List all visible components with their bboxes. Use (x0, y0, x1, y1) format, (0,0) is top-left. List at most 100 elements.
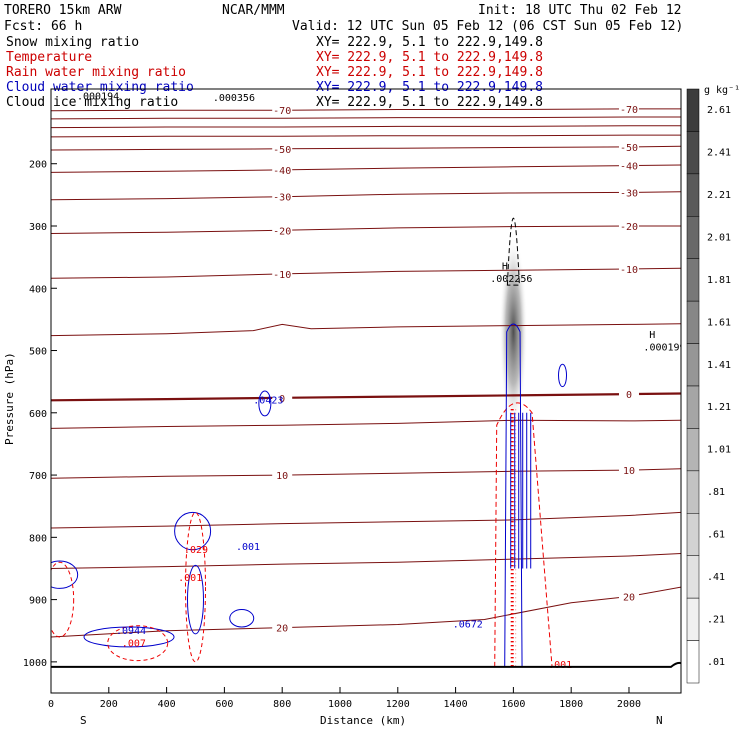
colorbar-tick-label: 1.41 (707, 360, 731, 371)
colorbar-tick-label: 2.21 (707, 190, 731, 201)
isotherm-label-bg (618, 140, 639, 152)
cloud-water-contour (229, 609, 255, 628)
x-tick-label: 1800 (559, 699, 583, 710)
isotherm-label-bg (618, 464, 639, 476)
y-tick-label: 600 (29, 409, 47, 420)
legend-entry-xy: XY= 222.9, 5.1 to 222.9,149.8 (316, 80, 543, 95)
isotherm-line (51, 116, 681, 120)
rain-water-value: .001 (548, 660, 572, 671)
isotherm-line (51, 267, 681, 279)
y-tick-label: 500 (29, 347, 47, 358)
isotherm-label: -20 (273, 226, 291, 237)
isotherm-label: -70 (620, 105, 638, 116)
hydrometeor-contours: H.002256H.000199.000194.000356.0423.001.… (51, 92, 685, 671)
colorbar-units: g kg⁻¹ (704, 85, 740, 96)
colorbar-tick-label: 2.01 (707, 233, 731, 244)
colorbar-swatch (686, 258, 700, 302)
isotherm-line (51, 164, 681, 173)
isotherm-label: -30 (273, 193, 291, 204)
isotherm-label-bg (618, 388, 639, 400)
x-tick-label: 400 (158, 699, 176, 710)
rain-water-contour (51, 561, 75, 638)
legend-entry-name: Temperature (6, 50, 92, 65)
isotherm-label-bg (272, 104, 293, 116)
plot-frame (50, 88, 682, 694)
legend-entry-name: Cloud water mixing ratio (6, 80, 194, 95)
colorbar-swatch (686, 343, 700, 387)
isotherm-line (51, 392, 681, 402)
top-value-label: .000356 (213, 93, 255, 104)
cloud-water-contour (51, 560, 79, 589)
legend-entry-xy: XY= 222.9, 5.1 to 222.9,149.8 (316, 65, 543, 80)
isotherm-label-bg (272, 391, 293, 403)
colorbar-tick-label: .81 (707, 487, 725, 498)
cloud-water-envelope (504, 323, 523, 667)
cloud-water-contour (83, 626, 175, 648)
legend-entry-xy: XY= 222.9, 5.1 to 222.9,149.8 (316, 35, 543, 50)
colorbar-swatch (686, 428, 700, 472)
isotherm-line (51, 125, 681, 129)
legend-entry-name: Snow mixing ratio (6, 35, 139, 50)
y-tick-label: 400 (29, 284, 47, 295)
cloud-ice-max-marker: H (502, 262, 508, 273)
colorbar-swatch (686, 88, 700, 132)
isotherm-label: 20 (276, 624, 288, 635)
colorbar-tick-label: 2.41 (707, 148, 731, 159)
isotherm-line (51, 225, 681, 234)
rain-water-value: .001 (178, 573, 202, 584)
top-value-label: .000194 (77, 92, 119, 103)
isotherm-label-bg (618, 219, 639, 231)
y-axis-label: Pressure (hPa) (3, 352, 16, 445)
x-end-left-label: S (80, 714, 87, 727)
isotherm-label-bg (618, 159, 639, 171)
isotherm-label-bg (618, 102, 639, 114)
legend-entry-name: Cloud ice mixing ratio (6, 95, 178, 110)
isotherm-line (51, 511, 681, 529)
x-tick-label: 1400 (444, 699, 468, 710)
cloud-water-value: .0423 (253, 395, 283, 406)
legend: Snow mixing ratio XY= 222.9, 5.1 to 222.9… (6, 35, 543, 110)
isotherm-label: 20 (623, 592, 635, 603)
isotherm-label: 10 (276, 471, 288, 482)
isotherm-label-bg (618, 186, 639, 198)
colorbar-tick-label: .21 (707, 614, 725, 625)
rain-water-value: .007 (122, 638, 146, 649)
isotherm-line (51, 553, 681, 569)
isotherm-label-bg (272, 469, 293, 481)
colorbar-swatch (686, 216, 700, 259)
rain-water-contour (184, 511, 206, 663)
cloud-water-contour (558, 363, 568, 388)
x-tick-label: 2000 (617, 699, 641, 710)
isotherm-label: -40 (620, 162, 638, 173)
cloud-water-contour (258, 390, 272, 417)
isotherm-label: -70 (273, 106, 291, 117)
isotherm-label: -10 (273, 270, 291, 281)
cloud-ice-max-value: .000199 (643, 343, 685, 354)
rain-water-value: .029 (184, 545, 208, 556)
legend-entry-xy: XY= 222.9, 5.1 to 222.9,149.8 (316, 95, 543, 110)
header-init: Init: 18 UTC Thu 02 Feb 12 (478, 3, 682, 18)
colorbar-tick-label: 1.01 (707, 445, 731, 456)
isotherm-label-bg (272, 142, 293, 154)
isotherm-label: 0 (279, 394, 285, 405)
isotherm-label-bg (272, 267, 293, 279)
y-tick-label: 800 (29, 533, 47, 544)
terrain-line (51, 661, 681, 668)
header-fcst: Fcst: 66 h (4, 19, 82, 34)
colorbar-swatch (686, 173, 700, 217)
rain-water-contour (107, 625, 169, 662)
isotherm-label: -50 (620, 143, 638, 154)
isotherm-line (51, 134, 681, 138)
colorbar-swatch (686, 513, 700, 556)
isotherm-label: -40 (273, 166, 291, 177)
isotherm-label-bg (618, 262, 639, 274)
isotherm-label-bg (272, 190, 293, 202)
isotherm-label: -20 (620, 222, 638, 233)
plot-area: -70 -70 -50 -50 -40 -40 -30 -30 -20 -20 -10 -10 0 0 10… (51, 92, 685, 671)
isotherm-line (51, 145, 681, 151)
x-axis-label: Distance (km) (320, 714, 406, 727)
cloud-ice-contour (506, 217, 520, 286)
x-tick-label: 800 (273, 699, 291, 710)
colorbar-swatch (686, 300, 700, 344)
y-tick-label: 700 (29, 471, 47, 482)
